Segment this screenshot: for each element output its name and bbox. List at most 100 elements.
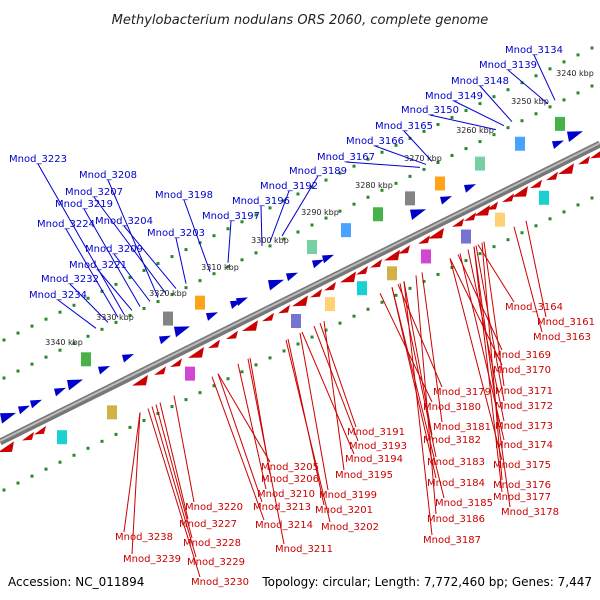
reverse-gene-leader	[147, 408, 201, 578]
reverse-gene-label[interactable]: Mnod_3180	[423, 402, 481, 413]
reverse-gene-label[interactable]: Mnod_3187	[423, 535, 481, 546]
tick-dot	[198, 391, 202, 395]
reverse-gene-label[interactable]: Mnod_3229	[187, 557, 245, 568]
tick-dot	[366, 157, 370, 161]
reverse-gene-label[interactable]: Mnod_3230	[191, 577, 249, 588]
forward-gene-label[interactable]: Mnod_3234	[29, 290, 87, 301]
reverse-gene-label[interactable]: Mnod_3163	[533, 332, 591, 343]
forward-gene-label[interactable]: Mnod_3197	[202, 211, 260, 222]
reverse-gene-label[interactable]: Mnod_3194	[345, 454, 403, 465]
forward-gene-label[interactable]: Mnod_3139	[479, 60, 537, 71]
forward-gene-label[interactable]: Mnod_3232	[41, 274, 99, 285]
forward-gene-label[interactable]: Mnod_3167	[317, 152, 375, 163]
reverse-gene-label[interactable]: Mnod_3179	[433, 387, 491, 398]
forward-gene-arrow	[440, 196, 452, 205]
tick-dot	[170, 255, 174, 259]
reverse-gene-label[interactable]: Mnod_3181	[433, 422, 491, 433]
forward-gene-label[interactable]: Mnod_3166	[346, 136, 404, 147]
reverse-gene-label[interactable]: Mnod_3164	[505, 302, 563, 313]
forward-gene-label[interactable]: Mnod_3223	[9, 154, 67, 165]
reverse-gene-label[interactable]: Mnod_3201	[315, 505, 373, 516]
reverse-gene-label[interactable]: Mnod_3176	[493, 480, 551, 491]
reverse-gene-label[interactable]: Mnod_3183	[427, 457, 485, 468]
forward-gene-label[interactable]: Mnod_3224	[37, 219, 95, 230]
tick-dot	[590, 196, 594, 200]
reverse-gene-label[interactable]: Mnod_3177	[493, 492, 551, 503]
forward-gene-label[interactable]: Mnod_3134	[505, 45, 563, 56]
forward-gene-label[interactable]: Mnod_3148	[451, 76, 509, 87]
reverse-gene-label[interactable]: Mnod_3184	[427, 478, 485, 489]
tick-dot	[142, 268, 146, 272]
tick-dot	[506, 126, 510, 130]
reverse-gene-label[interactable]: Mnod_3205	[261, 462, 319, 473]
tick-dot	[352, 314, 356, 318]
tick-dot	[534, 74, 538, 78]
reverse-gene-label[interactable]: Mnod_3169	[493, 350, 551, 361]
reverse-gene-label[interactable]: Mnod_3239	[123, 554, 181, 565]
tick-dot	[72, 303, 76, 307]
reverse-gene-label[interactable]: Mnod_3174	[495, 440, 553, 451]
reverse-gene-arrow	[154, 366, 166, 375]
reverse-gene-label[interactable]: Mnod_3213	[253, 502, 311, 513]
reverse-gene-label[interactable]: Mnod_3178	[501, 507, 559, 518]
forward-gene-label[interactable]: Mnod_3204	[95, 216, 153, 227]
tick-dot	[520, 119, 524, 123]
tick-dot	[296, 192, 300, 196]
forward-gene-label[interactable]: Mnod_3150	[401, 105, 459, 116]
tick-dot	[394, 181, 398, 185]
reverse-gene-label[interactable]: Mnod_3238	[115, 532, 173, 543]
reverse-gene-label[interactable]: Mnod_3220	[185, 502, 243, 513]
tick-dot	[436, 160, 440, 164]
reverse-gene-label[interactable]: Mnod_3228	[183, 538, 241, 549]
forward-gene-label[interactable]: Mnod_3165	[375, 121, 433, 132]
forward-gene-label[interactable]: Mnod_3198	[155, 190, 213, 201]
kbp-tick-label: 3290 kbp	[301, 208, 339, 217]
forward-gene-arrow	[122, 354, 134, 363]
reverse-gene-label[interactable]: Mnod_3202	[321, 522, 379, 533]
reverse-gene-label[interactable]: Mnod_3182	[423, 435, 481, 446]
forward-gene-label[interactable]: Mnod_3219	[55, 199, 113, 210]
reverse-gene-arrow	[370, 259, 382, 268]
reverse-gene-label[interactable]: Mnod_3227	[179, 519, 237, 530]
forward-gene-leader	[453, 100, 505, 127]
reverse-gene-label[interactable]: Mnod_3210	[257, 489, 315, 500]
forward-gene-label[interactable]: Mnod_3208	[79, 170, 137, 181]
forward-gene-label[interactable]: Mnod_3221	[69, 260, 127, 271]
reverse-gene-label[interactable]: Mnod_3206	[261, 474, 319, 485]
reverse-gene-leader	[211, 376, 265, 521]
forward-gene-leader	[183, 199, 211, 272]
reverse-gene-label[interactable]: Mnod_3211	[275, 544, 333, 555]
reverse-gene-label[interactable]: Mnod_3173	[495, 421, 553, 432]
reverse-gene-label[interactable]: Mnod_3161	[537, 317, 595, 328]
forward-gene-label[interactable]: Mnod_3189	[289, 166, 347, 177]
reverse-gene-label[interactable]: Mnod_3195	[335, 470, 393, 481]
tick-dot	[338, 321, 342, 325]
reverse-gene-label[interactable]: Mnod_3214	[255, 520, 313, 531]
forward-gene-label[interactable]: Mnod_3196	[232, 196, 290, 207]
forward-gene-label[interactable]: Mnod_3203	[147, 228, 205, 239]
reverse-gene-arrow	[356, 266, 368, 275]
reverse-gene-label[interactable]: Mnod_3175	[493, 460, 551, 471]
forward-gene-leader	[507, 69, 549, 105]
forward-gene-label[interactable]: Mnod_3209	[85, 244, 143, 255]
forward-gene-label[interactable]: Mnod_3207	[65, 187, 123, 198]
reverse-gene-leader	[131, 412, 141, 555]
feature-box	[387, 266, 397, 281]
reverse-gene-label[interactable]: Mnod_3199	[319, 490, 377, 501]
tick-dot	[282, 199, 286, 203]
forward-gene-label[interactable]: Mnod_3149	[425, 91, 483, 102]
tick-dot	[198, 279, 202, 283]
reverse-gene-label[interactable]: Mnod_3191	[347, 427, 405, 438]
tick-dot	[170, 293, 174, 297]
tick-dot	[184, 286, 188, 290]
reverse-gene-label[interactable]: Mnod_3170	[493, 365, 551, 376]
reverse-gene-label[interactable]: Mnod_3171	[495, 386, 553, 397]
tick-dot	[464, 147, 468, 151]
forward-gene-label[interactable]: Mnod_3192	[260, 181, 318, 192]
reverse-gene-label[interactable]: Mnod_3172	[495, 401, 553, 412]
genome-backbone	[0, 140, 600, 446]
reverse-gene-arrow	[292, 295, 308, 307]
reverse-gene-label[interactable]: Mnod_3185	[435, 498, 493, 509]
reverse-gene-label[interactable]: Mnod_3193	[349, 441, 407, 452]
reverse-gene-label[interactable]: Mnod_3186	[427, 514, 485, 525]
